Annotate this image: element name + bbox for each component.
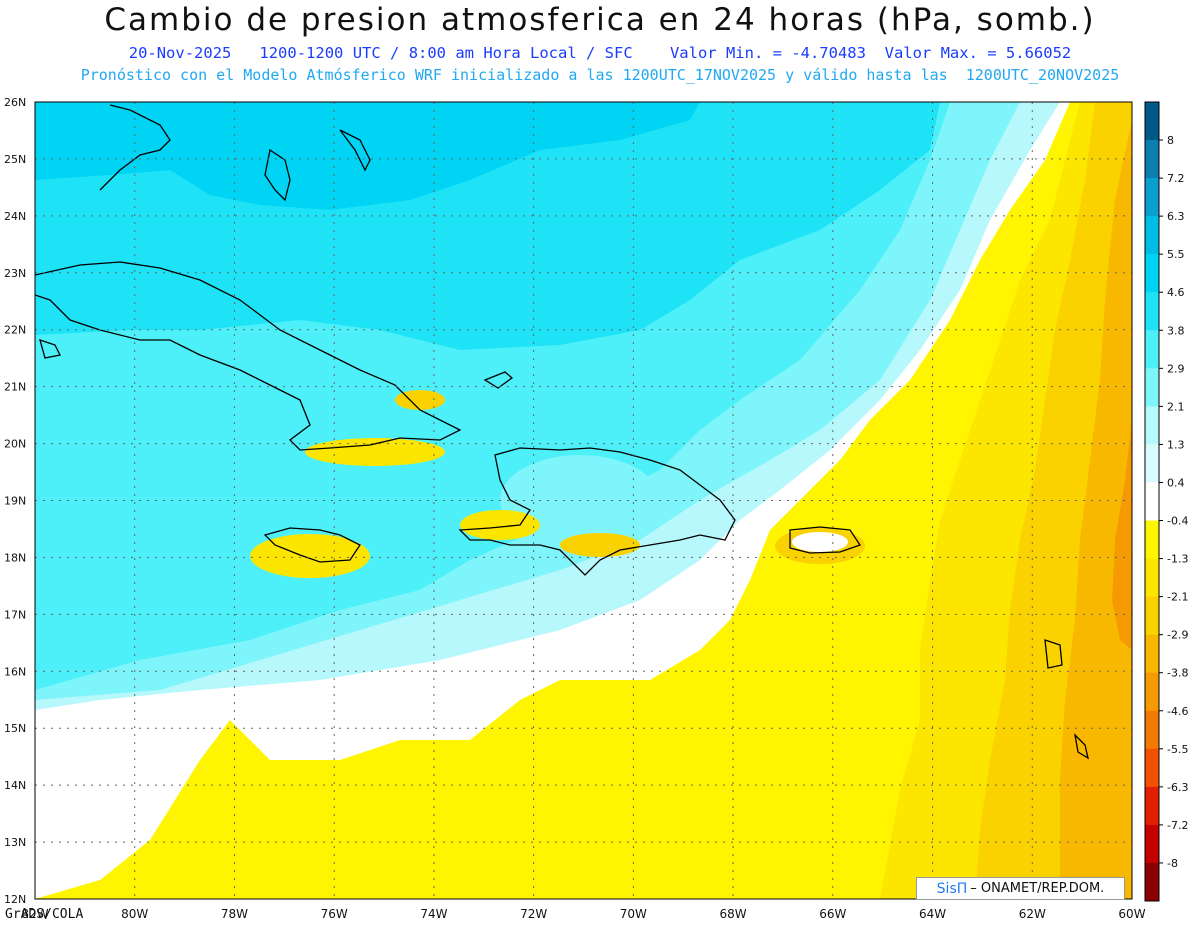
lat-tick-label: 13N	[4, 836, 26, 849]
colorbar-swatch	[1145, 596, 1159, 636]
colorbar-label: 4.6	[1167, 286, 1185, 299]
coastlines	[35, 104, 1089, 760]
colorbar-label: -2.9	[1167, 629, 1188, 642]
colorbar-label: -8	[1167, 857, 1178, 870]
map-title: Cambio de presion atmosferica en 24 hora…	[104, 2, 1096, 38]
lon-tick-label: 74W	[420, 907, 447, 921]
field-orange-max	[1112, 420, 1132, 650]
colorbar-label: -3.8	[1167, 667, 1188, 680]
lat-tick-label: 17N	[4, 608, 26, 621]
colorbar-swatch	[1145, 330, 1159, 369]
colorbar-label: -2.1	[1167, 591, 1188, 604]
lat-tick-label: 25N	[4, 153, 26, 166]
colorbar-label: -5.5	[1167, 743, 1188, 756]
colorbar-label: 0.4	[1167, 476, 1185, 489]
lat-tick-label: 12N	[4, 893, 26, 906]
colorbar-swatch	[1145, 824, 1159, 864]
colorbar-label: 6.3	[1167, 210, 1185, 223]
hispaniola-south-field	[560, 533, 640, 557]
puerto-rico-core	[792, 532, 848, 552]
lat-tick-label: 24N	[4, 210, 26, 223]
lat-tick-label: 21N	[4, 381, 26, 394]
cuba-field	[305, 438, 445, 466]
lon-tick-label: 80W	[121, 907, 148, 921]
colorbar-label: -0.4	[1167, 515, 1188, 528]
colorbar-swatch	[1145, 482, 1159, 522]
onamet-text: – ONAMET/REP.DOM.	[970, 881, 1105, 896]
colorbar-label: -6.3	[1167, 781, 1188, 794]
lat-tick-label: 20N	[4, 438, 26, 451]
colorbar-swatch	[1145, 558, 1159, 598]
colorbar-swatch	[1145, 786, 1159, 826]
colorbar-swatch	[1145, 102, 1159, 141]
latitude-axis: 12N 13N 14N 15N 16N 17N 18N 19N 20N 21N 22N 23N 24N 2…	[4, 96, 26, 906]
colorbar-swatch	[1145, 216, 1159, 255]
lat-tick-label: 23N	[4, 267, 26, 280]
colorbar-swatch	[1145, 748, 1159, 788]
colorbar-swatch	[1145, 672, 1159, 712]
colorbar-swatch	[1145, 292, 1159, 331]
lon-tick-label: 62W	[1019, 907, 1046, 921]
field-yellow	[35, 102, 1132, 899]
colorbar-label: -4.6	[1167, 705, 1188, 718]
map-subtitle-model: Pronóstico con el Modelo Atmósferico WRF…	[80, 66, 1120, 84]
lat-tick-label: 14N	[4, 779, 26, 792]
colorbar-swatch	[1145, 520, 1159, 560]
colorbar-label: 2.1	[1167, 400, 1185, 413]
colorbar-label: 3.8	[1167, 324, 1185, 337]
plot-frame	[34, 101, 1133, 900]
lon-tick-label: 78W	[221, 907, 248, 921]
colorbar-swatch	[1145, 368, 1159, 407]
lon-tick-label: 66W	[819, 907, 846, 921]
lon-tick-label: 64W	[919, 907, 946, 921]
colorbar: 8 7.2 6.3 5.5 4.6 3.8 2.9 2.1 1.3 0.4 -0.4 -1.3 -2.1…	[1144, 101, 1188, 902]
map-subtitle-dates: 20-Nov-2025 1200-1200 UTC / 8:00 am Hora…	[128, 44, 1072, 62]
lat-tick-label: 22N	[4, 324, 26, 337]
colorbar-label: 7.2	[1167, 172, 1185, 185]
lat-tick-label: 15N	[4, 722, 26, 735]
haiti-field	[460, 510, 540, 540]
sispi-logo: SisΠ – ONAMET/REP.DOM.	[916, 877, 1125, 900]
grads-credit: GrADS/COLA	[5, 907, 84, 922]
lon-tick-label: 60W	[1118, 907, 1145, 921]
longitude-axis: 82W 80W 78W 76W 74W 72W 70W 68W 66W 64W 62W 60W	[21, 907, 1145, 921]
lon-tick-label: 82W	[21, 907, 48, 921]
colorbar-label: 2.9	[1167, 362, 1185, 375]
colorbar-swatch	[1145, 178, 1159, 217]
lon-tick-label: 76W	[321, 907, 348, 921]
colorbar-label: -1.3	[1167, 553, 1188, 566]
colorbar-swatch	[1145, 634, 1159, 674]
colorbar-swatch	[1145, 862, 1159, 902]
lat-lon-grid	[35, 102, 1132, 899]
colorbar-label: -7.2	[1167, 819, 1188, 832]
jamaica-field	[250, 534, 370, 578]
lat-tick-label: 19N	[4, 495, 26, 508]
colorbar-label: 8	[1167, 134, 1174, 147]
lat-tick-label: 16N	[4, 665, 26, 678]
colorbar-label: 1.3	[1167, 438, 1185, 451]
lat-tick-label: 26N	[4, 96, 26, 109]
lat-tick-label: 18N	[4, 551, 26, 564]
cuba-east-field	[395, 390, 445, 410]
sispi-brand: SisΠ	[936, 880, 968, 897]
colorbar-swatch	[1145, 710, 1159, 750]
colorbar-swatch	[1145, 444, 1159, 483]
field-orange-deep	[1060, 120, 1132, 899]
lon-tick-label: 72W	[520, 907, 547, 921]
colorbar-swatch	[1145, 140, 1159, 179]
colorbar-swatch	[1145, 254, 1159, 293]
lon-tick-label: 70W	[620, 907, 647, 921]
colorbar-label: 5.5	[1167, 248, 1185, 261]
lon-tick-label: 68W	[720, 907, 747, 921]
colorbar-swatch	[1145, 406, 1159, 445]
